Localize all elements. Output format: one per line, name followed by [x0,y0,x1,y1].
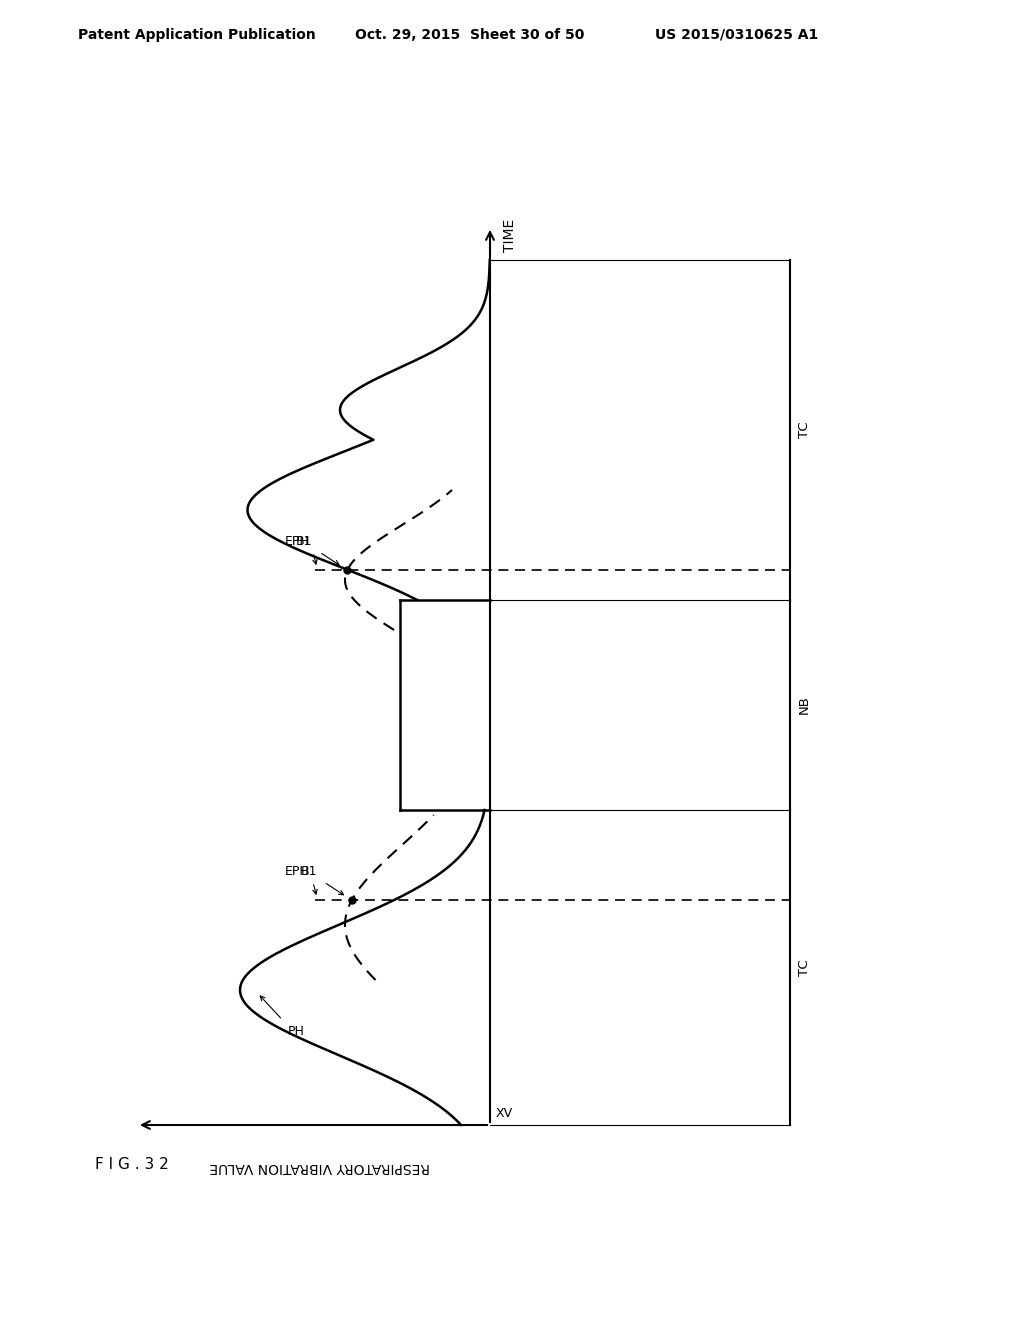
Text: TIME: TIME [503,218,517,252]
Text: XV: XV [496,1107,513,1119]
Text: EPH: EPH [286,865,310,878]
Text: F I G . 3 2: F I G . 3 2 [95,1158,169,1172]
Text: Patent Application Publication: Patent Application Publication [78,28,315,42]
Text: TC: TC [798,421,811,438]
Text: PH: PH [288,1026,304,1038]
Text: EPH: EPH [286,535,310,548]
Text: RESPIRATORY VIBRATION VALUE: RESPIRATORY VIBRATION VALUE [210,1160,430,1173]
Text: B1: B1 [300,865,316,878]
Text: TC: TC [798,960,811,975]
Text: US 2015/0310625 A1: US 2015/0310625 A1 [655,28,818,42]
Text: NB: NB [798,696,811,714]
Text: B1: B1 [296,535,312,548]
Text: Oct. 29, 2015  Sheet 30 of 50: Oct. 29, 2015 Sheet 30 of 50 [355,28,585,42]
